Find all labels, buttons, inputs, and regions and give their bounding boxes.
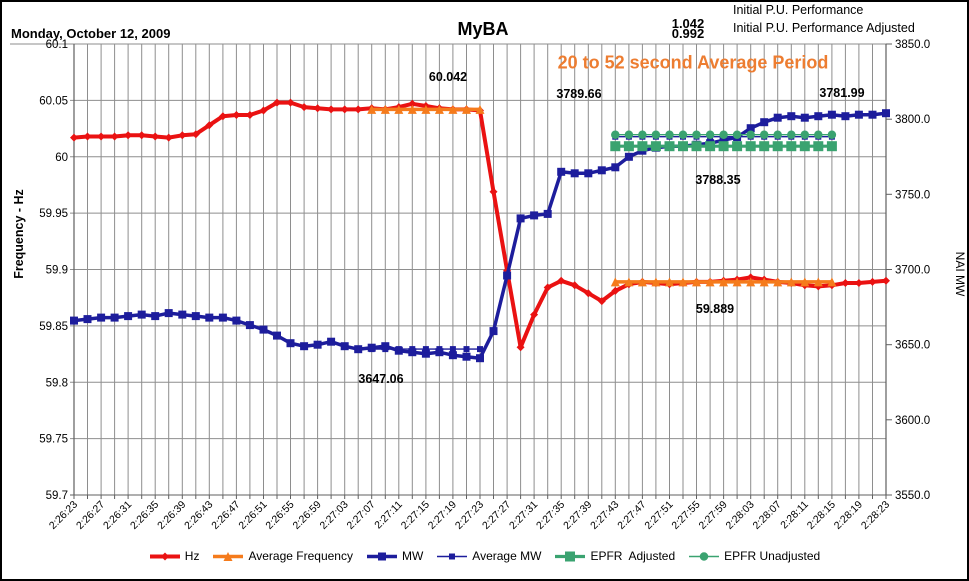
annotation-epfr-adjusted: 3781.99 xyxy=(819,86,865,100)
initial-pu-performance-label: Initial P.U. Performance xyxy=(733,3,864,17)
svg-text:59.95: 59.95 xyxy=(39,208,68,220)
series-average-frequency xyxy=(367,104,837,287)
legend-item-average-frequency: Average Frequency xyxy=(212,549,353,563)
legend-label-average-mw: Average MW xyxy=(472,549,542,563)
epfr-unadjusted-line-marker-icon xyxy=(688,550,720,563)
legend-item-mw: MW xyxy=(366,549,423,563)
initial-pu-performance-value: 1.042 xyxy=(671,16,705,31)
svg-text:2:28:23: 2:28:23 xyxy=(859,499,892,532)
average-frequency-line-marker-icon xyxy=(212,550,244,563)
chart-title: MyBA xyxy=(457,19,509,39)
svg-text:2:26:55: 2:26:55 xyxy=(263,499,296,532)
svg-text:59.8: 59.8 xyxy=(46,377,68,389)
svg-text:60: 60 xyxy=(55,152,68,164)
epfr-adjusted-line-marker-icon xyxy=(554,550,586,563)
annotation-average-period: 20 to 52 second Average Period xyxy=(557,52,829,73)
svg-text:2:27:59: 2:27:59 xyxy=(696,499,729,532)
report-date: Monday, October 12, 2009 xyxy=(11,26,171,41)
svg-text:2:27:27: 2:27:27 xyxy=(480,499,513,532)
svg-text:3750.0: 3750.0 xyxy=(895,189,930,201)
svg-text:2:27:39: 2:27:39 xyxy=(561,499,594,532)
svg-text:2:27:43: 2:27:43 xyxy=(588,499,621,532)
mw-line-marker-icon xyxy=(366,550,398,563)
svg-text:2:27:19: 2:27:19 xyxy=(426,499,459,532)
svg-text:2:26:31: 2:26:31 xyxy=(101,499,134,532)
svg-text:2:27:07: 2:27:07 xyxy=(345,499,378,532)
svg-text:3700.0: 3700.0 xyxy=(895,265,930,277)
svg-text:2:27:55: 2:27:55 xyxy=(669,499,702,532)
svg-text:2:27:47: 2:27:47 xyxy=(615,499,648,532)
svg-text:2:26:35: 2:26:35 xyxy=(128,499,161,532)
left-axis-tick-labels: 60.1 60.05 60 59.95 59.9 59.85 59.8 59.75 59.7 xyxy=(39,39,68,502)
x-axis-tick-labels: 2:26:232:26:272:26:312:26:352:26:392:26:… xyxy=(47,499,892,532)
legend: Hz Average Frequency MW Average MW EPFR … xyxy=(2,543,967,569)
svg-text:2:26:39: 2:26:39 xyxy=(155,499,188,532)
series-epfr-unadjusted xyxy=(611,130,837,139)
legend-item-average-mw: Average MW xyxy=(436,549,541,563)
svg-text:2:28:19: 2:28:19 xyxy=(832,499,865,532)
legend-label-average-frequency: Average Frequency xyxy=(248,549,353,563)
svg-text:2:28:11: 2:28:11 xyxy=(778,499,811,532)
svg-text:59.7: 59.7 xyxy=(46,490,68,502)
svg-text:2:27:31: 2:27:31 xyxy=(507,499,540,532)
initial-pu-performance-adjusted-value: 0.992 xyxy=(671,26,705,41)
legend-label-mw: MW xyxy=(401,549,424,563)
initial-pu-performance-adjusted-label: Initial P.U. Performance Adjusted xyxy=(733,21,915,35)
svg-text:2:26:43: 2:26:43 xyxy=(182,499,215,532)
annotation-average-frequency-b: 59.889 xyxy=(695,302,735,316)
legend-item-epfr-unadjusted: EPFR Unadjusted xyxy=(688,549,820,563)
svg-text:2:26:51: 2:26:51 xyxy=(236,499,269,532)
svg-text:2:28:03: 2:28:03 xyxy=(724,499,757,532)
hz-line-marker-icon xyxy=(149,550,181,563)
svg-text:59.75: 59.75 xyxy=(39,434,68,446)
left-axis-title: Frequency - Hz xyxy=(12,189,26,279)
svg-text:60.05: 60.05 xyxy=(39,95,68,107)
svg-text:2:27:03: 2:27:03 xyxy=(318,499,351,532)
svg-text:2:26:59: 2:26:59 xyxy=(290,499,323,532)
svg-text:2:27:51: 2:27:51 xyxy=(642,499,675,532)
legend-item-hz: Hz xyxy=(149,549,200,563)
annotation-epfr-unadjusted: 3789.66 xyxy=(556,87,602,101)
svg-text:2:26:23: 2:26:23 xyxy=(47,499,80,532)
svg-text:2:26:47: 2:26:47 xyxy=(209,499,242,532)
svg-text:2:27:23: 2:27:23 xyxy=(453,499,486,532)
annotation-average-frequency-a: 60.042 xyxy=(428,70,468,84)
series-epfr-adjusted xyxy=(610,141,837,152)
svg-text:59.9: 59.9 xyxy=(46,265,68,277)
svg-text:3650.0: 3650.0 xyxy=(895,340,930,352)
svg-text:2:26:27: 2:26:27 xyxy=(74,499,107,532)
svg-text:3550.0: 3550.0 xyxy=(895,490,930,502)
svg-text:60.1: 60.1 xyxy=(46,39,68,51)
legend-label-hz: Hz xyxy=(184,549,200,563)
legend-label-epfr-adjusted: EPFR Adjusted xyxy=(590,549,676,563)
svg-text:3800.0: 3800.0 xyxy=(895,114,930,126)
legend-label-epfr-unadjusted: EPFR Unadjusted xyxy=(724,549,821,563)
svg-text:2:28:07: 2:28:07 xyxy=(751,499,784,532)
svg-text:2:27:15: 2:27:15 xyxy=(399,499,432,532)
right-axis-tick-labels: 3850.0 3800.0 3750.0 3700.0 3650.0 3600.0 3550… xyxy=(895,39,930,502)
average-mw-line-marker-icon xyxy=(436,550,468,563)
annotation-average-mw: 3788.35 xyxy=(695,173,741,187)
svg-text:3600.0: 3600.0 xyxy=(895,415,930,427)
svg-text:59.85: 59.85 xyxy=(39,321,68,333)
svg-text:3850.0: 3850.0 xyxy=(895,39,930,51)
svg-text:2:27:35: 2:27:35 xyxy=(534,499,567,532)
right-axis-title: NAI MW xyxy=(953,252,967,297)
horizontal-gridlines xyxy=(10,43,886,496)
svg-text:2:28:15: 2:28:15 xyxy=(805,499,838,532)
legend-item-epfr-adjusted: EPFR Adjusted xyxy=(554,549,675,563)
svg-text:2:27:11: 2:27:11 xyxy=(372,499,405,532)
annotation-pre-disturbance-mw: 3647.06 xyxy=(358,372,404,386)
